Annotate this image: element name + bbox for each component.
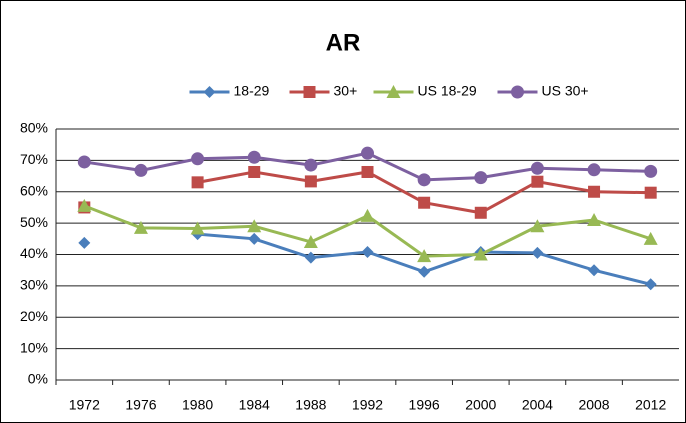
data-point [77,155,91,169]
data-point [248,165,261,178]
data-point [644,186,657,199]
y-tick-label: 50% [20,214,48,230]
data-point [361,165,374,178]
data-point [474,206,487,219]
legend-marker [303,86,316,98]
y-tick-label: 10% [20,339,48,355]
data-point [361,245,374,258]
data-point [530,219,545,233]
x-tick-label: 1972 [69,397,100,413]
data-point [473,247,488,261]
data-point [587,212,602,226]
data-point [361,146,374,160]
data-point [588,264,601,277]
y-tick-label: 70% [20,151,48,167]
data-point [417,249,432,263]
x-tick-label: 1988 [295,397,326,413]
chart-title: AR [326,29,361,56]
data-point [248,232,261,245]
data-point [418,196,431,209]
data-point [304,175,317,188]
y-tick-label: 20% [20,308,48,324]
legend-marker [203,86,216,98]
data-point [191,152,205,166]
data-point [304,251,317,264]
y-tick-label: 40% [20,245,48,261]
x-tick-label: 1992 [352,397,383,413]
data-point [247,219,262,233]
data-point [78,236,91,249]
data-point [474,171,488,185]
x-tick-label: 2000 [465,397,496,413]
x-tick-label: 1976 [125,397,156,413]
data-point [644,164,658,178]
legend-marker [511,85,524,99]
data-point [133,220,148,234]
x-tick-label: 1984 [239,397,270,413]
x-tick-label: 1996 [409,397,440,413]
legend-marker [386,85,401,98]
data-point [247,150,261,164]
data-point [304,158,318,172]
data-point [134,163,148,177]
data-point [303,234,318,248]
x-tick-label: 2012 [635,397,666,413]
data-point [587,163,601,177]
data-point [418,265,431,278]
x-tick-label: 2004 [522,397,553,413]
y-tick-label: 80% [20,120,48,136]
legend-label: US 18-29 [418,83,477,99]
y-tick-label: 30% [20,277,48,293]
data-point [644,278,657,291]
y-tick-label: 60% [20,182,48,198]
legend-label: 30+ [334,83,358,99]
data-point [417,173,431,187]
legend-label: US 30+ [542,83,589,99]
legend-label: 18-29 [234,83,270,99]
data-point [360,208,375,222]
data-point [531,175,544,188]
data-point [530,161,544,175]
x-tick-label: 1980 [182,397,213,413]
data-point [531,246,544,259]
data-point [643,231,658,245]
y-tick-label: 0% [28,371,48,387]
data-point [191,176,204,189]
data-point [77,198,92,212]
x-tick-label: 2008 [578,397,609,413]
data-point [588,185,601,198]
data-point [190,221,205,235]
